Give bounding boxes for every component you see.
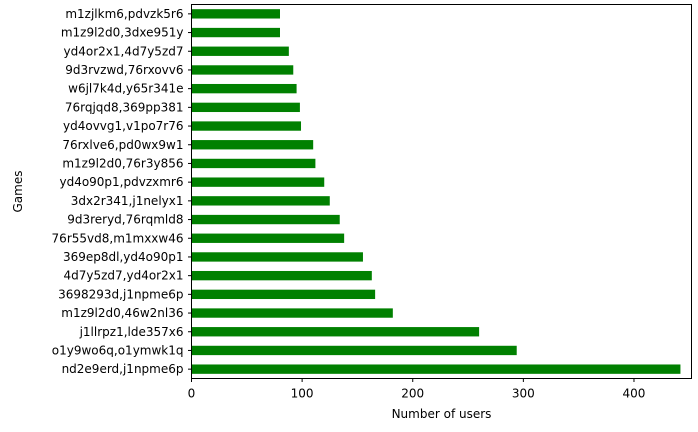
bar <box>191 196 330 206</box>
y-tick-label: 3698293d,j1npme6p <box>58 287 183 301</box>
plot-frame <box>191 4 692 379</box>
x-ticks-group: 0 100 200 300 400 <box>188 378 646 401</box>
bar <box>191 177 325 187</box>
bar <box>191 46 289 56</box>
bar <box>191 289 376 300</box>
x-tick-label: 400 <box>623 387 646 401</box>
y-tick-label: yd4o90p1,pdvzxmr6 <box>59 175 183 189</box>
bar <box>191 233 345 243</box>
bar <box>191 308 393 318</box>
bar <box>191 158 316 169</box>
y-tick-label: m1z9l2d0,46w2nl36 <box>61 306 183 320</box>
x-tick-label: 0 <box>188 387 196 401</box>
bar <box>191 102 300 113</box>
y-ticks-group: nd2e9erd,j1npme6p o1y9wo6q,o1ymwk1q j1llrp… <box>52 7 192 376</box>
y-tick-label: yd4ovvg1,v1po7r76 <box>63 119 184 133</box>
y-tick-label: 3dx2r341,j1nelyx1 <box>71 194 184 208</box>
bar <box>191 121 302 131</box>
y-tick-label: o1y9wo6q,o1ymwk1q <box>52 343 184 357</box>
bar <box>191 345 517 356</box>
y-tick-label: m1zjlkm6,pdvzk5r6 <box>65 7 183 21</box>
y-tick-label: 9d3reryd,76rqmld8 <box>67 213 183 227</box>
y-tick-label: 76rxlve6,pd0wx9w1 <box>62 138 183 152</box>
x-axis-label: Number of users <box>392 407 492 421</box>
y-tick-label: 9d3rvzwd,76rxovv6 <box>65 63 183 77</box>
y-tick-label: j1llrpz1,lde357x6 <box>79 325 184 339</box>
y-tick-label: yd4or2x1,4d7y5zd7 <box>64 44 184 58</box>
y-tick-label: 369ep8dl,yd4o90p1 <box>63 250 184 264</box>
bars-group <box>191 9 681 374</box>
bar <box>191 65 294 75</box>
bar <box>191 83 297 94</box>
y-tick-label: m1z9l2d0,3dxe951y <box>61 26 184 40</box>
x-tick-label: 100 <box>291 387 314 401</box>
bar <box>191 27 280 38</box>
y-tick-label: 76r55vd8,m1mxxw46 <box>52 231 184 245</box>
bar <box>191 140 314 150</box>
bar <box>191 270 372 281</box>
x-tick-label: 200 <box>401 387 424 401</box>
bar <box>191 252 363 262</box>
y-axis-label: Games <box>11 171 25 213</box>
y-tick-label: 76rqjqd8,369pp381 <box>65 100 184 114</box>
x-tick-label: 300 <box>512 387 535 401</box>
y-tick-label: nd2e9erd,j1npme6p <box>62 362 184 376</box>
bar <box>191 9 280 19</box>
bar <box>191 214 340 225</box>
y-tick-label: w6jl7k4d,y65r341e <box>68 82 183 96</box>
bar <box>191 327 480 337</box>
y-tick-label: 4d7y5zd7,yd4or2x1 <box>64 269 184 283</box>
y-tick-label: m1z9l2d0,76r3y856 <box>62 156 183 170</box>
bar <box>191 364 681 374</box>
